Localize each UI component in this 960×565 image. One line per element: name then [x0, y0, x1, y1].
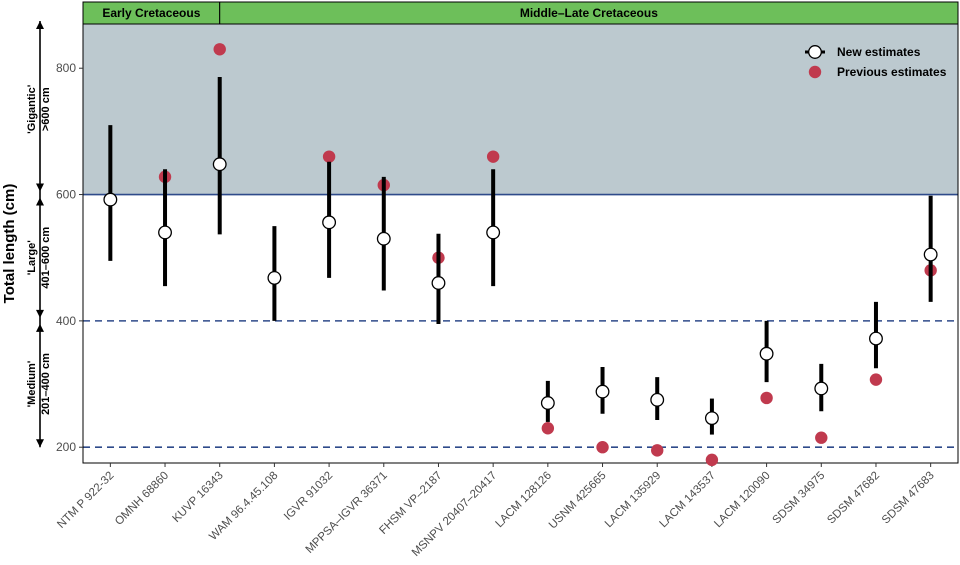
legend-new-label: New estimates	[837, 45, 921, 59]
new-estimate-point	[431, 276, 446, 290]
size-class-label: 'Large'	[26, 240, 38, 276]
arrowhead-up	[36, 21, 44, 29]
arrowhead-down	[36, 439, 44, 448]
new-estimate-point	[704, 411, 719, 426]
size-class-range: >600 cm	[40, 87, 52, 131]
previous-estimate-point	[322, 150, 336, 163]
legend-previous-marker	[808, 65, 822, 79]
new-estimate-point	[486, 225, 501, 240]
new-estimate-point	[869, 331, 883, 346]
previous-estimate-point	[596, 441, 609, 454]
new-estimate-point	[814, 381, 829, 396]
x-tick-label: LACM 143537	[658, 470, 718, 530]
new-estimate-point	[322, 215, 337, 230]
new-estimate-point	[540, 396, 555, 410]
x-tick-label: LACM 135929	[603, 470, 663, 530]
size-class-label: 'Medium'	[26, 360, 38, 407]
previous-estimate-point	[541, 422, 555, 435]
period-label: Middle–Late Cretaceous	[520, 6, 658, 20]
x-tick-label: USNM 425665	[547, 470, 609, 532]
period-label: Early Cretaceous	[102, 6, 200, 20]
legend-previous-label: Previous estimates	[837, 65, 947, 79]
previous-estimate-point	[651, 444, 664, 457]
new-estimate-point	[759, 346, 774, 361]
previous-estimate-point	[705, 453, 719, 467]
previous-estimate-point	[815, 431, 828, 444]
x-tick-label: OMNH 68860	[113, 470, 171, 528]
new-estimate-point	[267, 270, 282, 285]
previous-estimate-point	[760, 391, 773, 405]
new-estimate-point	[923, 247, 938, 262]
previous-estimate-point	[869, 373, 883, 386]
x-tick-label: LACM 128126	[493, 470, 553, 530]
previous-estimate-point	[213, 43, 226, 56]
arrowhead-down	[36, 309, 44, 318]
y-axis-title: Total length (cm)	[1, 184, 18, 304]
new-estimate-point	[103, 192, 118, 207]
size-class-range: 201–400 cm	[40, 353, 52, 415]
arrowhead-up	[36, 323, 44, 332]
x-tick-label: KUVP 16343	[170, 470, 225, 525]
new-estimate-point	[158, 225, 172, 240]
y-tick-label: 400	[56, 314, 76, 328]
size-class-label: 'Gigantic'	[26, 84, 38, 134]
arrowhead-down	[36, 183, 44, 192]
new-estimate-point	[376, 231, 391, 246]
previous-estimate-point	[486, 150, 500, 163]
new-estimate-point	[212, 157, 227, 172]
x-tick-label: LACM 120090	[712, 470, 772, 530]
x-tick-label: SDSM 47682	[825, 470, 882, 527]
x-tick-label: SDSM 47683	[880, 470, 937, 527]
x-tick-label: IGVR 91032	[282, 470, 335, 523]
arrowhead-up	[36, 197, 44, 206]
x-tick-label: NTM P 922-32	[55, 470, 116, 531]
legend-new-marker	[808, 45, 822, 59]
y-tick-label: 800	[56, 61, 76, 75]
period-band	[219, 1, 959, 25]
new-estimate-point	[595, 384, 610, 399]
x-tick-label: SDSM 34975	[771, 470, 828, 527]
y-tick-label: 600	[56, 188, 76, 202]
size-class-range: 401–600 cm	[40, 227, 52, 289]
y-tick-label: 200	[56, 440, 76, 454]
new-estimate-point	[650, 392, 665, 407]
